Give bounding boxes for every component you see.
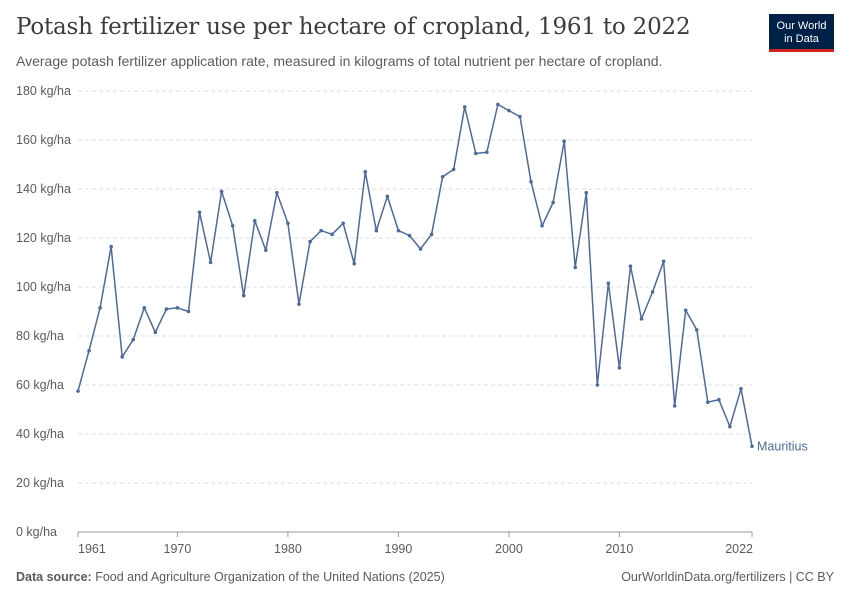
- data-point: [573, 265, 578, 270]
- data-point: [518, 114, 522, 119]
- data-point: [341, 221, 345, 226]
- y-tick-label: 80 kg/ha: [16, 329, 64, 343]
- data-point: [639, 317, 644, 321]
- chart-title: Potash fertilizer use per hectare of cro…: [16, 14, 691, 40]
- data-point: [562, 139, 566, 144]
- data-point: [186, 309, 191, 314]
- x-tick-label: 1990: [385, 542, 413, 556]
- y-tick-label: 60 kg/ha: [16, 378, 64, 392]
- y-tick-label: 180 kg/ha: [16, 84, 71, 98]
- series-line: [77, 103, 753, 447]
- data-point: [728, 424, 732, 429]
- data-point: [473, 151, 478, 156]
- data-point: [208, 260, 213, 265]
- y-tick-label: 140 kg/ha: [16, 182, 71, 196]
- data-point: [650, 290, 655, 294]
- data-point: [485, 150, 489, 155]
- data-point: [330, 232, 334, 237]
- data-point: [661, 259, 666, 264]
- source-text[interactable]: Food and Agriculture Organization of the…: [95, 570, 445, 584]
- data-point: [120, 355, 124, 359]
- data-point: [142, 306, 147, 310]
- data-point: [407, 233, 412, 238]
- data-point: [87, 348, 91, 353]
- x-tick-label: 2022: [725, 542, 753, 556]
- data-point: [529, 179, 533, 184]
- data-point: [706, 400, 710, 404]
- data-point: [109, 244, 113, 249]
- data-point: [496, 102, 500, 107]
- data-point: [241, 293, 246, 298]
- data-point: [363, 170, 368, 174]
- data-point: [385, 194, 390, 199]
- x-tick-label: 2000: [495, 542, 523, 556]
- data-point: [197, 210, 202, 215]
- data-source: Data source: Food and Agriculture Organi…: [16, 570, 445, 584]
- data-point: [286, 221, 290, 226]
- data-point: [683, 308, 688, 313]
- y-tick-label: 40 kg/ha: [16, 427, 64, 441]
- data-point: [396, 228, 401, 233]
- owid-logo[interactable]: Our World in Data: [769, 14, 834, 52]
- data-point: [308, 239, 312, 244]
- data-point: [319, 228, 323, 233]
- data-point: [252, 219, 257, 223]
- data-point: [164, 307, 169, 311]
- data-point: [76, 389, 80, 393]
- data-point: [264, 248, 268, 253]
- data-point: [462, 105, 467, 109]
- data-point: [429, 232, 434, 237]
- y-tick-label: 100 kg/ha: [16, 280, 71, 294]
- data-point: [131, 337, 136, 342]
- series-label: Mauritius: [757, 439, 808, 453]
- data-point: [153, 330, 158, 335]
- x-tick-label: 1980: [274, 542, 302, 556]
- y-tick-label: 20 kg/ha: [16, 476, 64, 490]
- y-tick-label: 120 kg/ha: [16, 231, 71, 245]
- data-point: [374, 228, 379, 233]
- data-point: [230, 223, 235, 228]
- chart-subtitle: Average potash fertilizer application ra…: [16, 53, 663, 69]
- data-point: [451, 167, 456, 172]
- data-point: [352, 261, 357, 266]
- line-chart: 0 kg/ha 20 kg/ha 40 kg/ha 60 kg/ha 80 kg/ha 1…: [16, 84, 808, 556]
- logo-line-1: Our World: [776, 20, 827, 32]
- data-point: [98, 306, 102, 310]
- y-tick-label: 0 kg/ha: [16, 525, 57, 539]
- url-license[interactable]: OurWorldinData.org/fertilizers | CC BY: [621, 570, 834, 584]
- data-point: [507, 108, 511, 113]
- y-tick-label: 160 kg/ha: [16, 133, 71, 147]
- data-point: [297, 302, 301, 306]
- x-tick-label: 2010: [606, 542, 634, 556]
- data-point: [606, 281, 611, 286]
- data-point: [440, 174, 445, 179]
- data-point: [617, 366, 622, 370]
- data-point: [672, 404, 677, 408]
- source-label: Data source:: [16, 570, 92, 584]
- data-point: [717, 397, 721, 402]
- data-point: [418, 247, 423, 251]
- data-point: [275, 190, 279, 195]
- data-point: [219, 189, 224, 194]
- data-point: [739, 386, 743, 391]
- data-point: [628, 264, 633, 268]
- x-tick-label: 1970: [164, 542, 192, 556]
- data-point: [540, 223, 544, 228]
- data-point: [595, 383, 600, 387]
- logo-line-2: in Data: [784, 32, 819, 45]
- data-point: [584, 190, 589, 195]
- data-point: [551, 200, 555, 205]
- x-tick-label: 1961: [78, 542, 106, 556]
- data-point: [750, 444, 754, 449]
- data-point: [694, 328, 699, 332]
- data-point: [175, 306, 180, 310]
